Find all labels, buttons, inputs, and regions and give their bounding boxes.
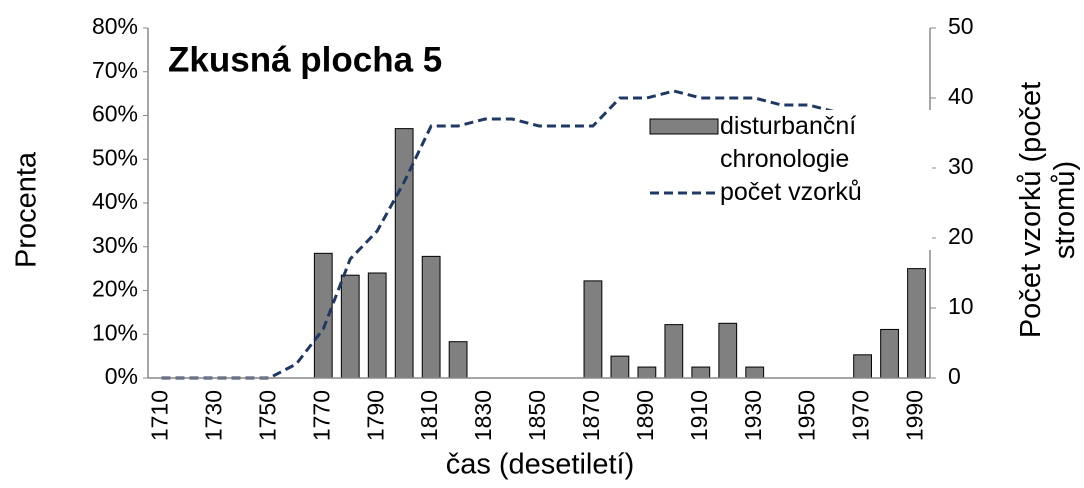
bar (610, 355, 630, 379)
y2-axis-title: Počet vzorků (počet stromů) (1015, 81, 1081, 339)
y-tick-label: 20% (92, 276, 138, 302)
x-tick-label: 1850 (524, 390, 550, 441)
legend-entry: disturbanční chronologie (640, 110, 932, 176)
x-tick-label: 1810 (416, 390, 442, 441)
legend-bar (649, 118, 719, 135)
y-tick-label: 70% (92, 57, 138, 83)
x-tick-label: 1970 (848, 390, 874, 441)
y2-tick-label: 50 (948, 13, 974, 39)
legend-entry: počet vzorků (640, 176, 932, 209)
x-tick-label: 1770 (308, 390, 334, 441)
x-tick-label: 1750 (254, 390, 280, 441)
y-tick-label: 80% (92, 13, 138, 39)
x-tick-label: 1790 (362, 390, 388, 441)
x-axis-title: čas (desetiletí) (446, 449, 635, 481)
x-tick-label: 1870 (578, 390, 604, 441)
legend-label: disturbanční chronologie (720, 112, 857, 173)
y-tick-label: 10% (92, 319, 138, 345)
y2-tick-label: 40 (948, 83, 974, 109)
bar (718, 322, 738, 379)
x-tick-label: 1910 (686, 390, 712, 441)
chart-title: Zkusná plocha 5 (168, 40, 442, 79)
x-tick-label: 1730 (200, 390, 226, 441)
bar (880, 328, 899, 379)
x-tick-label: 1890 (632, 390, 658, 441)
x-tick-label: 1710 (147, 390, 173, 441)
y-tick-label: 40% (92, 188, 138, 214)
y-tick-label: 50% (92, 144, 138, 170)
y-tick-label: 0% (105, 363, 138, 389)
bar (340, 274, 360, 379)
bar (367, 272, 387, 379)
bar (907, 268, 926, 379)
bar (583, 280, 603, 379)
legend: disturbanční chronologie počet vzorků (640, 110, 932, 250)
bar (853, 354, 872, 379)
bar (421, 255, 441, 379)
y-tick-label: 60% (92, 101, 138, 127)
legend-swatch (650, 191, 718, 195)
legend-swatch (649, 118, 719, 135)
y2-tick-label: 30 (948, 153, 974, 179)
bar (637, 366, 657, 379)
bar (664, 324, 684, 379)
y-axis-title: Procenta (11, 151, 43, 268)
bar (448, 341, 468, 379)
y2-tick-label: 10 (948, 293, 974, 319)
bar (745, 366, 765, 379)
x-tick-label: 1990 (902, 390, 928, 441)
legend-label: počet vzorků (720, 178, 862, 206)
x-tick-label: 1930 (740, 390, 766, 441)
x-tick-label: 1950 (794, 390, 820, 441)
x-tick-label: 1830 (470, 390, 496, 441)
bar (691, 366, 711, 379)
line (161, 89, 917, 380)
y2-tick-label: 0 (948, 363, 961, 389)
y2-tick-label: 20 (948, 223, 974, 249)
y-tick-label: 30% (92, 232, 138, 258)
